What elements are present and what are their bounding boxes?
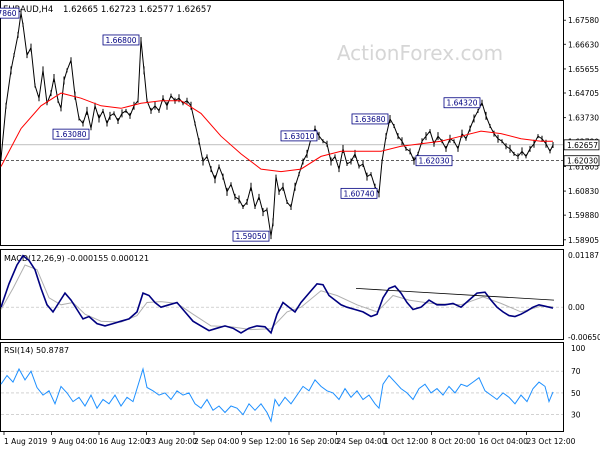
price-annotation-box [52,128,90,140]
reference-level-label: 1.62030 [567,157,598,166]
x-tick-label: 16 Sep 20:00 [289,437,339,446]
price-y-tick-label: 1.63730 [568,114,599,123]
rsi-y-tick-label: 50 [571,389,581,398]
price-annotation-box [102,34,140,46]
price-annotation: 1.63010 [280,130,318,142]
price-annotation: 1.66800 [102,34,140,46]
price-y-tick-label: 1.67580 [568,16,599,25]
rsi-pane [0,367,563,423]
price-annotation: 1.64320 [443,97,481,109]
price-y-tick-label: 1.65655 [568,65,599,74]
price-annotation-label: 1.62030 [418,157,449,166]
price-annotation-box [443,97,481,109]
macd-y-tick-label: -0.00650 [568,333,600,342]
price-annotation: 1.60740 [340,187,378,199]
x-tick-label: 23 Aug 20:00 [147,437,198,446]
x-tick-label: 23 Oct 12:00 [527,437,576,446]
price-annotation-box [0,7,20,19]
price-y-tick-label: 1.66630 [568,40,599,49]
x-tick-label: 16 Oct 04:00 [479,437,528,446]
macd-title: MACD(12,26,9) -0.000155 0.000121 [4,254,149,263]
reference-level-box [563,155,600,167]
price-pane: 1.67860 1.66800 1.63080 1.59050 1.63010 1.607… [0,7,563,242]
price-annotation-box [351,113,389,125]
chart-ohlc-readout: 1.62665 1.62723 1.62577 1.62657 [63,5,212,15]
price-annotation-box [415,155,453,167]
x-tick-label: 9 Aug 04:00 [52,437,98,446]
rsi-y-tick-label: 100 [571,344,586,353]
axes: 1.675801.666301.656551.647051.637301.627… [3,16,600,446]
macd-y-tick-label: 0.01187 [568,251,599,260]
price-annotation-box [280,130,318,142]
current-price-label: 1.62657 [567,141,598,150]
macd-trendline [355,288,555,301]
price-y-tick-label: 1.59880 [568,211,599,220]
price-annotation-label: 1.66800 [105,36,136,45]
x-tick-label: 8 Oct 20:00 [432,437,476,446]
rsi-line [0,367,554,423]
price-y-tick-label: 1.58905 [568,236,599,245]
x-tick-label: 1 Oct 12:00 [384,437,428,446]
x-tick-label: 2 Sep 04:00 [194,437,240,446]
macd-pane-frame [0,249,564,340]
current-price-box [563,139,600,151]
current-price-marker: 1.62657 [563,139,600,151]
price-annotation: 1.62030 [415,155,453,167]
price-annotation-box [232,230,270,242]
price-annotation-label: 1.59050 [235,232,266,241]
rsi-y-tick-label: 30 [571,411,581,420]
price-annotation-label: 1.64320 [446,99,477,108]
chart-symbol-timeframe: EURAUD,H4 [3,5,53,15]
x-tick-label: 9 Sep 12:00 [242,437,288,446]
price-annotation-label: 1.60740 [343,189,374,198]
rsi-pane-frame [0,342,564,432]
x-tick-label: 24 Sep 04:00 [337,437,387,446]
x-tick-label: 16 Aug 12:00 [99,437,150,446]
price-annotation-label: 1.63080 [55,130,86,139]
macd-y-tick-label: 0.00 [568,303,585,312]
x-tick-label: 1 Aug 2019 [4,437,47,446]
rsi-y-tick-label: 70 [571,367,581,376]
macd-main-line [0,254,554,335]
price-annotation: 1.63680 [351,113,389,125]
price-annotation-label: 1.63010 [283,132,314,141]
price-y-tick-label: 1.60830 [568,187,599,196]
price-annotation: 1.59050 [232,230,270,242]
price-annotation: 1.63080 [52,128,90,140]
price-y-tick-label: 1.64705 [568,89,599,98]
price-annotation: 1.67860 [0,7,20,19]
price-annotation-box [340,187,378,199]
price-annotation-label: 1.67860 [0,9,17,18]
macd-pane [0,254,563,335]
reference-level-marker: 1.62030 [563,155,600,167]
moving-average-line [0,92,553,173]
price-annotation-label: 1.63680 [354,115,385,124]
price-pane-frame [0,0,564,246]
rsi-title: RSI(14) 50.8787 [4,346,69,355]
price-y-tick-label: 1.61805 [568,162,599,171]
watermark: ActionForex.com [337,41,503,65]
